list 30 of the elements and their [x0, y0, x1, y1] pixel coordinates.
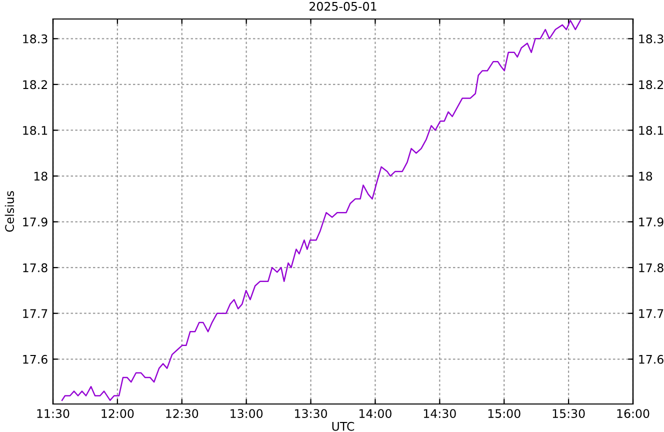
y2-tick-label: 18.1: [639, 126, 664, 135]
x-tick-label: 14:00: [360, 409, 392, 418]
y-tick-label: 18.3: [23, 34, 48, 44]
x-tick-label: 13:00: [230, 409, 263, 418]
y2-tick-label: 17.8: [639, 263, 664, 272]
y2-tick-label: 17.9: [639, 218, 664, 226]
chart-title: 2025-05-01: [310, 2, 376, 11]
y-tick-label: 17.6: [23, 354, 48, 364]
x-tick-label: 14:30: [424, 409, 456, 418]
y2-tick-label: 17.6: [639, 354, 664, 364]
y-tick-label: 17.8: [23, 263, 48, 272]
x-tick-label: 15:30: [552, 409, 585, 418]
x-tick-label: 11:30: [37, 409, 70, 418]
y-tick-label: 17.7: [23, 309, 48, 318]
y-tick-label: 17.9: [23, 218, 48, 226]
y2-tick-label: 18: [639, 172, 652, 181]
x-axis-title: UTC: [332, 422, 354, 431]
y-tick-label: 18: [34, 172, 48, 181]
x-tick-label: 15:00: [488, 409, 520, 418]
y-axis-title: Celsius: [4, 191, 14, 232]
y2-tick-label: 17.7: [639, 309, 664, 318]
x-tick-label: 13:30: [295, 409, 328, 418]
y-tick-label: 18.2: [23, 80, 47, 90]
y2-tick-label: 18.3: [639, 34, 664, 44]
y-tick-label: 18.1: [23, 126, 48, 135]
x-tick-label: 16:00: [617, 409, 650, 418]
y2-tick-label: 18.2: [639, 80, 663, 90]
line-series: [61, 20, 582, 401]
x-tick-label: 12:00: [102, 409, 134, 418]
x-tick-label: 12:30: [166, 409, 198, 418]
